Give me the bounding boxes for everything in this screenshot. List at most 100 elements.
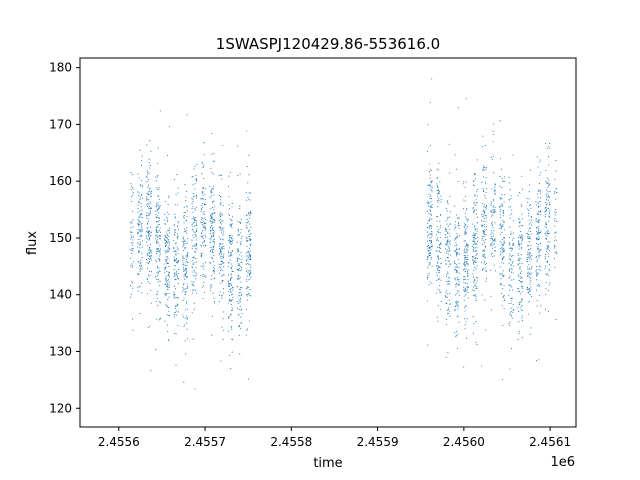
data-point <box>240 252 242 254</box>
data-point <box>536 226 538 228</box>
data-point <box>165 259 167 261</box>
data-point <box>466 263 468 265</box>
data-point <box>546 177 548 179</box>
data-point <box>155 318 157 320</box>
data-point <box>140 265 142 267</box>
data-point <box>130 296 132 298</box>
data-point <box>203 142 205 144</box>
data-point <box>156 188 159 190</box>
data-point <box>546 147 548 149</box>
data-point <box>445 236 447 239</box>
data-point <box>456 270 458 272</box>
data-point <box>454 224 456 226</box>
data-point <box>165 252 167 254</box>
data-point <box>466 286 468 288</box>
data-point <box>509 368 511 370</box>
data-point <box>491 232 493 234</box>
data-point <box>148 258 150 260</box>
data-point <box>426 276 428 278</box>
data-point <box>537 249 539 251</box>
data-point <box>146 214 148 217</box>
data-point <box>185 220 187 222</box>
data-point <box>546 274 548 276</box>
data-point <box>446 241 449 243</box>
data-point <box>132 242 134 244</box>
data-point <box>240 316 242 318</box>
data-point <box>137 273 139 275</box>
data-point <box>186 322 188 324</box>
data-point <box>232 293 234 295</box>
data-point <box>241 255 243 257</box>
data-point <box>464 256 466 258</box>
data-point <box>499 248 501 250</box>
data-point <box>249 294 251 296</box>
data-point <box>473 290 475 292</box>
data-point <box>475 282 477 284</box>
data-point <box>245 252 247 254</box>
data-point <box>230 325 232 327</box>
data-point <box>209 185 211 187</box>
data-point <box>510 255 512 257</box>
data-point <box>191 218 193 220</box>
data-point <box>483 217 485 219</box>
data-point <box>429 102 431 104</box>
data-point <box>492 227 494 229</box>
data-point <box>527 237 529 239</box>
data-point <box>474 241 476 243</box>
data-point <box>138 265 141 267</box>
data-point <box>546 196 548 198</box>
data-point <box>227 280 229 282</box>
data-point <box>248 154 250 156</box>
data-point <box>439 227 441 229</box>
data-point <box>221 250 223 252</box>
data-point <box>464 240 466 242</box>
data-point <box>138 243 140 245</box>
data-point <box>194 251 196 253</box>
data-point <box>141 235 143 237</box>
data-point <box>156 267 159 269</box>
data-point <box>193 231 195 233</box>
data-point <box>472 249 475 251</box>
data-point <box>167 314 169 316</box>
data-point <box>239 300 241 302</box>
data-point <box>503 243 505 245</box>
data-point <box>227 240 229 242</box>
data-point <box>499 273 501 275</box>
data-point <box>137 260 139 262</box>
data-point <box>437 255 439 257</box>
data-point <box>248 263 250 265</box>
data-point <box>166 237 168 239</box>
data-point <box>520 258 522 260</box>
data-point <box>436 216 438 218</box>
data-point <box>250 256 252 258</box>
data-point <box>202 230 204 232</box>
data-point <box>191 223 193 225</box>
data-point <box>158 270 160 272</box>
data-point <box>193 289 195 291</box>
data-point <box>237 251 239 253</box>
data-point <box>219 254 221 256</box>
data-point <box>220 258 222 260</box>
data-point <box>536 231 538 233</box>
data-point <box>230 327 233 329</box>
data-point <box>449 303 451 305</box>
data-point <box>146 198 148 200</box>
data-point <box>250 239 252 241</box>
data-point <box>237 249 240 252</box>
data-point <box>500 198 502 200</box>
data-point <box>166 262 169 265</box>
data-point <box>510 310 512 313</box>
data-point <box>547 246 549 249</box>
data-point <box>465 294 467 296</box>
data-point <box>539 159 541 161</box>
data-point <box>166 285 168 287</box>
data-point <box>212 234 215 236</box>
data-point <box>140 234 143 236</box>
data-point <box>540 210 542 212</box>
data-point <box>192 196 195 198</box>
data-point <box>463 262 465 264</box>
data-point <box>168 213 170 215</box>
data-point <box>173 224 175 226</box>
data-point <box>474 235 476 237</box>
data-point <box>518 321 520 323</box>
